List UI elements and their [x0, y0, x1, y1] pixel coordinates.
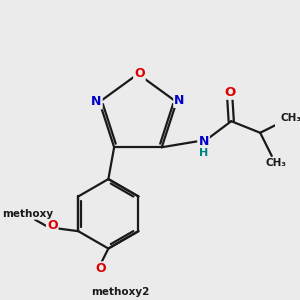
Text: O: O [47, 219, 58, 232]
Text: N: N [91, 95, 102, 108]
Text: H: H [199, 148, 208, 158]
Text: O: O [224, 86, 236, 99]
Text: O: O [96, 262, 106, 275]
Text: CH₃: CH₃ [266, 158, 286, 168]
Text: O: O [134, 68, 145, 80]
Text: methoxy2: methoxy2 [91, 287, 149, 297]
Text: methoxy: methoxy [2, 209, 53, 219]
Text: CH₃: CH₃ [280, 113, 300, 123]
Text: N: N [174, 94, 184, 107]
Text: N: N [199, 135, 209, 148]
